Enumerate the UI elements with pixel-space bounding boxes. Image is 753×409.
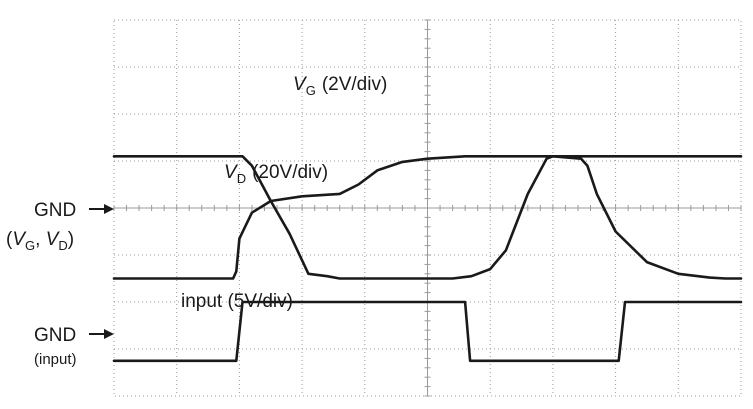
gnd-bottom-label: GND <box>34 325 76 346</box>
gnd-top-sublabel: (VG, VD) <box>6 229 74 253</box>
gnd-top-label: GND <box>34 200 76 221</box>
trace-vd <box>112 155 743 280</box>
traces <box>112 155 743 363</box>
vd-label: VD (20V/div) <box>224 162 328 186</box>
gnd-top-arrow-head <box>104 204 114 214</box>
trace-input <box>112 300 743 363</box>
grid-frame <box>113 19 742 397</box>
gnd-bottom-sublabel: (input) <box>34 351 77 368</box>
grid <box>113 19 742 397</box>
input-label: input (5V/div) <box>181 291 293 312</box>
gnd-bottom-arrow-head <box>104 329 114 339</box>
trace-vg <box>112 155 743 280</box>
vg-label: VG (2V/div) <box>293 74 387 98</box>
